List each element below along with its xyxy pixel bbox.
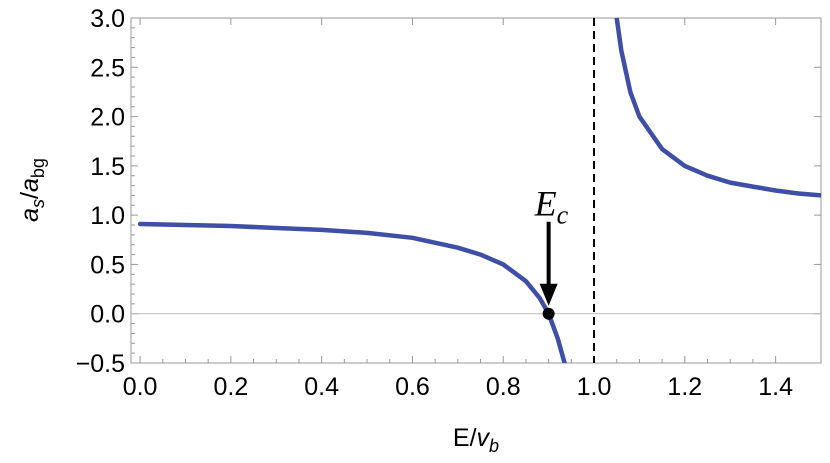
y-axis-label-slash: / <box>16 192 44 199</box>
annotation-label: Ec <box>534 184 569 230</box>
y-tick-label: 1.0 <box>90 202 125 230</box>
y-tick-label: 0.5 <box>90 251 125 279</box>
x-axis-label: E/vb <box>453 424 499 456</box>
plot-frame <box>130 17 822 364</box>
x-axis-label-var: v <box>477 424 491 452</box>
y-axis-label-num-var: a <box>16 208 44 222</box>
x-tick-label: 0.8 <box>486 373 521 401</box>
x-tick-label: 1.4 <box>758 373 793 401</box>
y-tick-label: 0.0 <box>90 301 125 329</box>
x-tick-group: 0.0 0.2 0.4 0.6 0.8 1.0 1.2 1.4 <box>123 18 793 401</box>
x-tick-label: 0.4 <box>304 373 339 401</box>
y-axis-label: as/abg <box>16 158 48 222</box>
y-axis-label-num-sub: s <box>28 199 48 208</box>
x-axis-label-main: E/ <box>453 424 477 452</box>
x-tick-label: 1.0 <box>577 373 612 401</box>
y-tick-label: 2.0 <box>90 104 125 132</box>
annotation-label-sub: c <box>557 201 569 230</box>
critical-energy-point <box>542 307 555 320</box>
series-curve-right-branch <box>614 18 821 198</box>
x-tick-label: 1.2 <box>667 373 702 401</box>
series-curve-left-branch <box>137 221 567 363</box>
annotation-arrow-head <box>539 283 558 306</box>
x-tick-label: 0.2 <box>213 373 248 401</box>
y-tick-label: 1.5 <box>90 153 125 181</box>
x-tick-label: 0.0 <box>123 373 158 401</box>
x-axis-label-sub: b <box>489 436 499 456</box>
y-tick-label: 2.5 <box>90 54 125 82</box>
y-axis-label-den-sub: bg <box>28 158 48 178</box>
y-axis-label-den-var: a <box>16 178 44 192</box>
x-tick-label: 0.6 <box>395 373 430 401</box>
y-tick-group: −0.5 0.0 0.5 1.0 1.5 2.0 2.5 3.0 <box>76 5 821 378</box>
y-tick-label: −0.5 <box>76 350 125 378</box>
annotation-label-main: E <box>534 184 557 224</box>
y-tick-label: 3.0 <box>90 5 125 33</box>
